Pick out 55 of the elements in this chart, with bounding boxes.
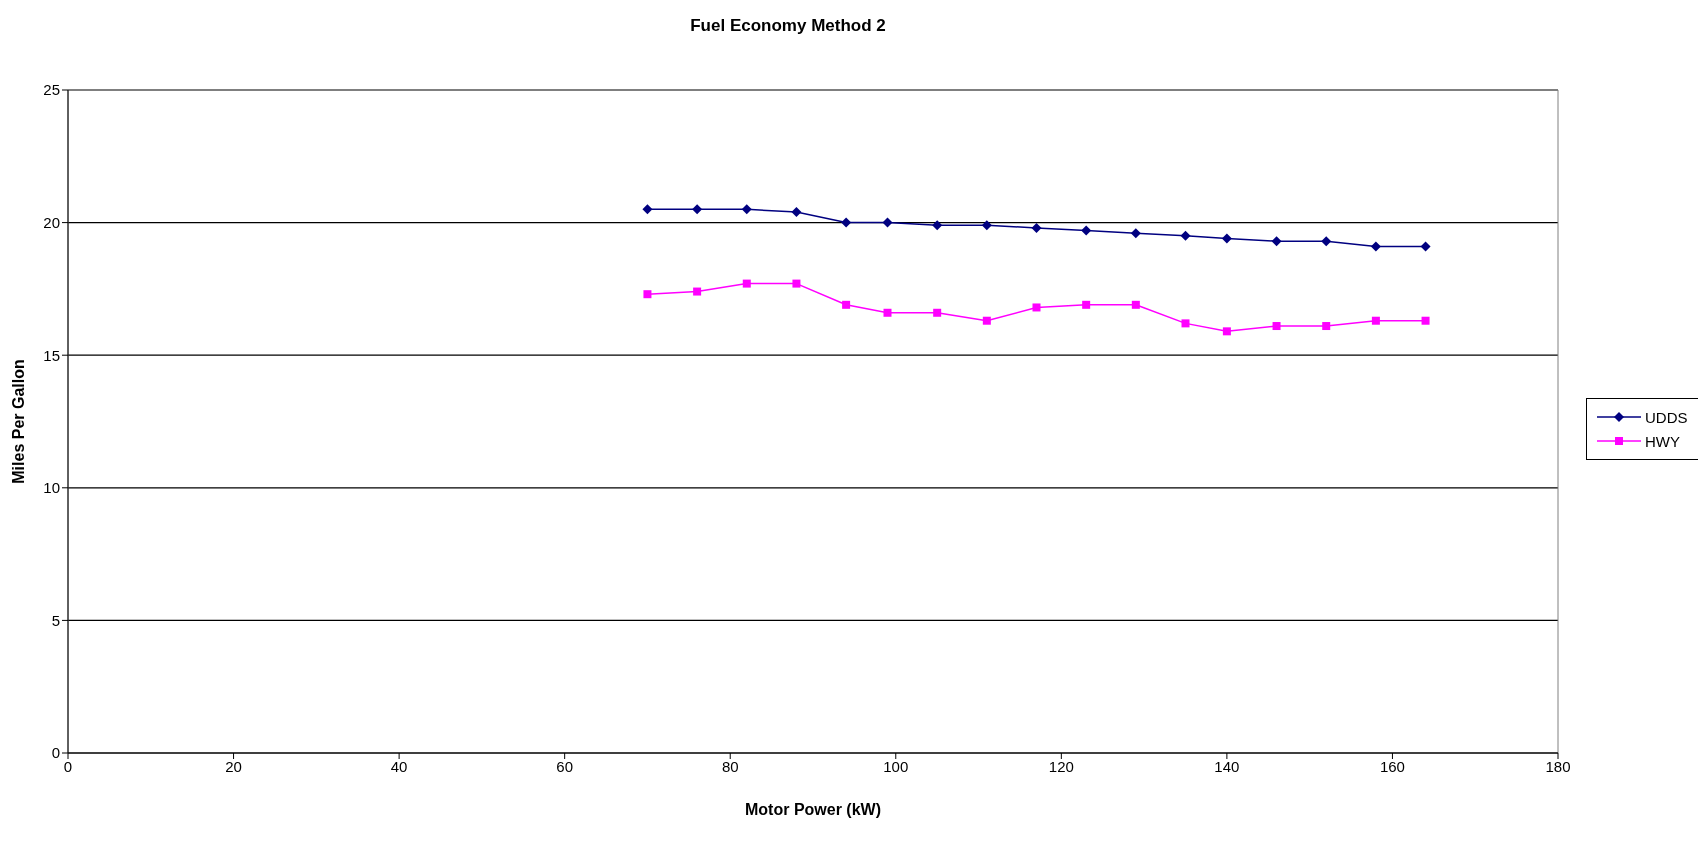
x-tick-label: 60 — [556, 757, 574, 775]
point — [1272, 322, 1281, 331]
point — [1031, 222, 1042, 233]
point — [882, 217, 893, 228]
legend-label: UDDS — [1645, 408, 1688, 426]
x-tick-label: 100 — [883, 757, 909, 775]
chart-title: Fuel Economy Method 2 — [689, 16, 887, 36]
point — [841, 217, 852, 228]
point — [1321, 236, 1332, 247]
point — [791, 206, 802, 217]
point — [643, 290, 652, 299]
y-tick-label: 5 — [51, 611, 60, 629]
x-tick-label: 0 — [63, 757, 73, 775]
x-tick-label: 40 — [390, 757, 408, 775]
point — [692, 204, 703, 215]
point — [1181, 319, 1190, 328]
point — [1222, 327, 1231, 336]
point — [741, 204, 752, 215]
y-tick-label: 10 — [43, 479, 60, 497]
legend-label: HWY — [1645, 432, 1680, 450]
point — [1180, 230, 1191, 241]
point — [792, 279, 801, 288]
y-tick-label: 25 — [43, 81, 60, 99]
point — [742, 279, 751, 288]
point — [642, 204, 653, 215]
x-tick-label: 160 — [1379, 757, 1405, 775]
y-tick-label: 15 — [43, 346, 60, 364]
x-axis-title: Motor Power (kW) — [745, 801, 881, 818]
y-tick-label: 0 — [51, 744, 60, 762]
point — [1421, 316, 1430, 325]
point — [693, 287, 702, 296]
point — [1322, 322, 1331, 331]
point — [1370, 241, 1381, 252]
x-tick-label: 140 — [1214, 757, 1240, 775]
y-tick-label: 20 — [43, 213, 60, 231]
x-tick-label: 180 — [1545, 757, 1571, 775]
point — [1271, 236, 1282, 247]
point — [1032, 303, 1041, 312]
point — [932, 220, 943, 231]
x-tick-label: 120 — [1048, 757, 1074, 775]
point — [1130, 228, 1141, 239]
x-tick-label: 80 — [721, 757, 739, 775]
point — [1420, 241, 1431, 252]
y-axis-title: Miles Per Gallon — [9, 359, 27, 484]
point — [1081, 225, 1092, 236]
point — [982, 316, 991, 325]
point — [842, 300, 851, 309]
point — [933, 308, 942, 317]
point — [981, 220, 992, 231]
point — [1131, 300, 1140, 309]
point — [1221, 233, 1232, 244]
point — [1371, 316, 1380, 325]
point — [883, 308, 892, 317]
point — [1082, 300, 1091, 309]
x-tick-label: 20 — [225, 757, 242, 775]
